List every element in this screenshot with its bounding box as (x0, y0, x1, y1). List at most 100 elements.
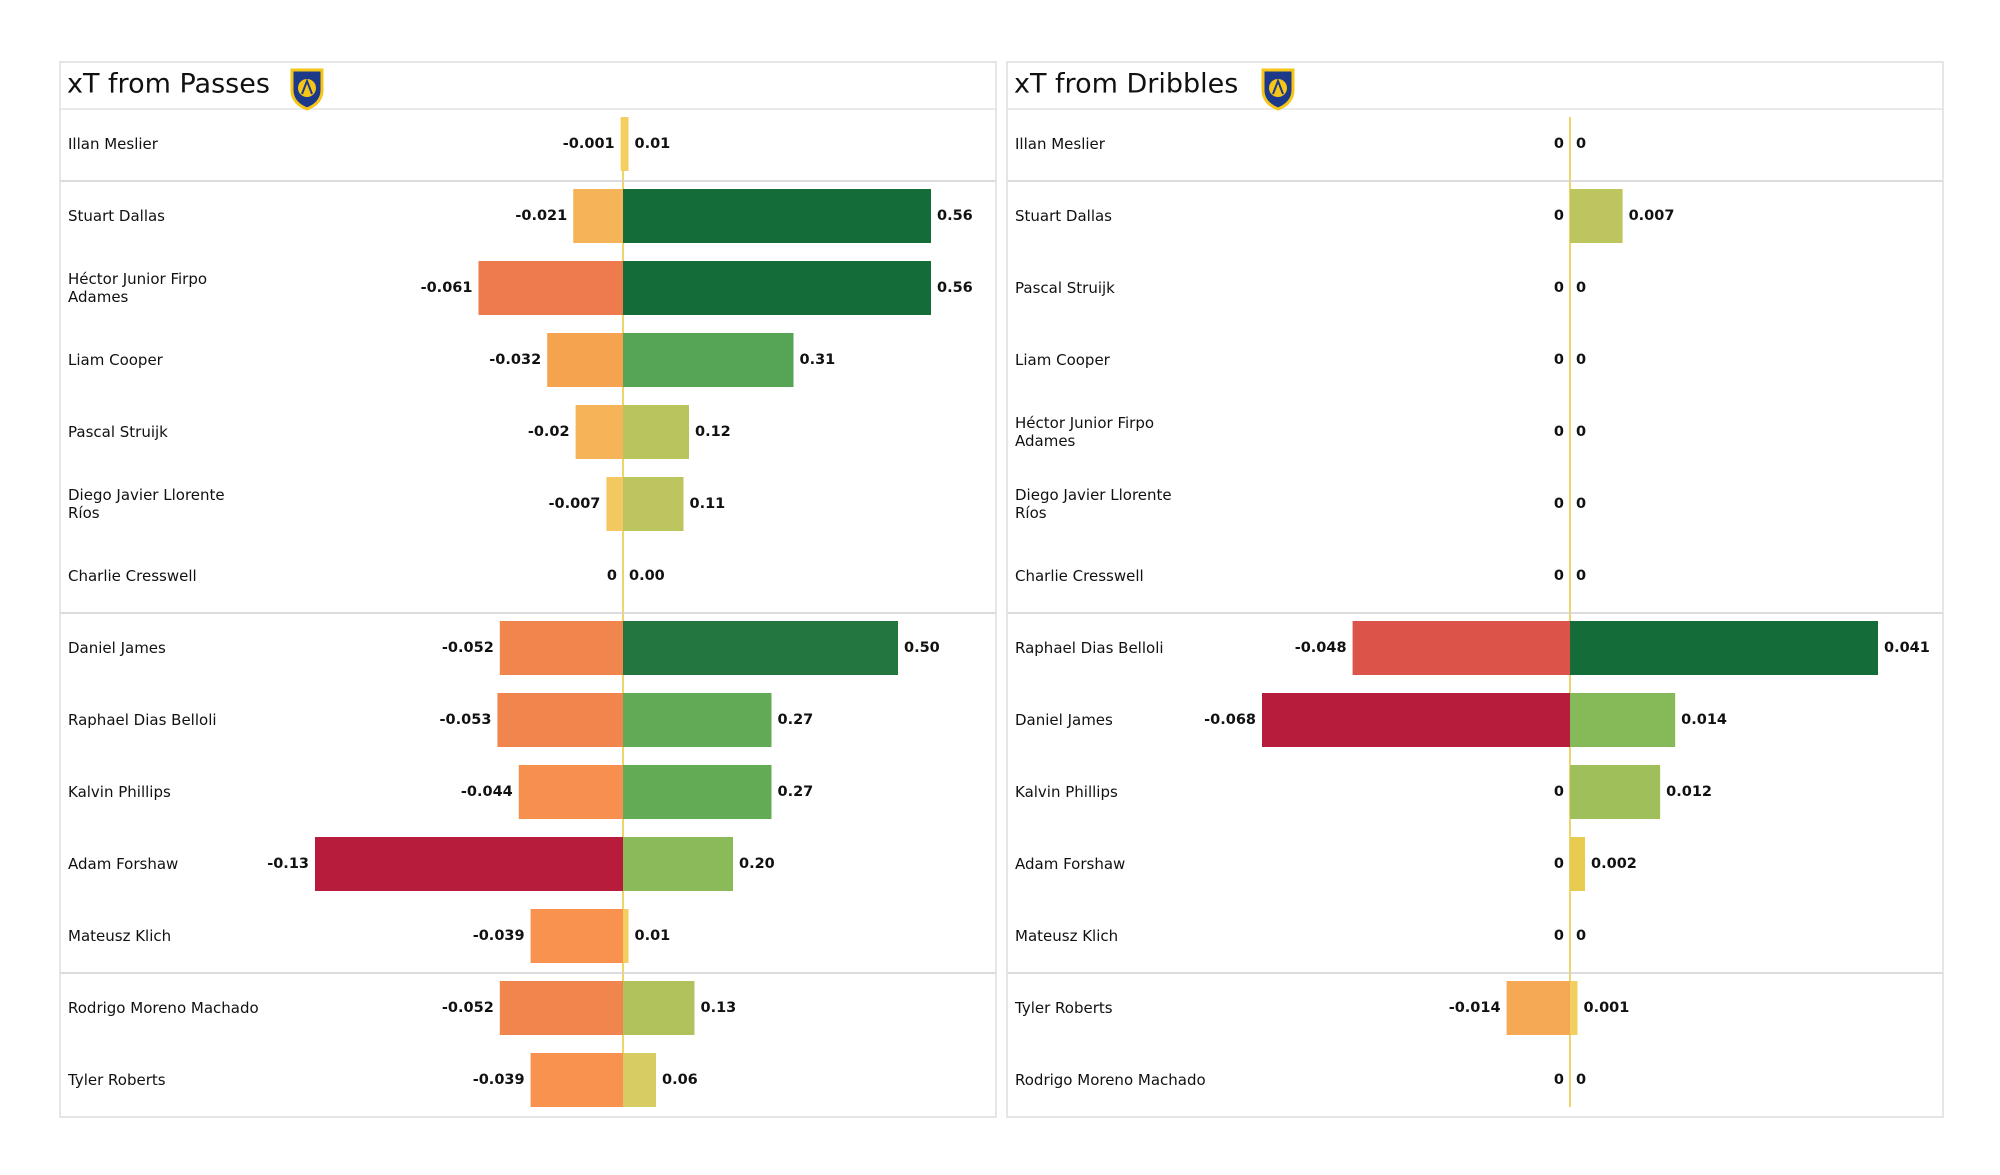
negative-value-label: -0.048 (1295, 640, 1347, 656)
player-name: Tyler Roberts (1015, 999, 1113, 1017)
negative-value-label: -0.032 (489, 352, 541, 368)
positive-value-label: 0.007 (1629, 208, 1675, 224)
negative-value-label: -0.039 (473, 1072, 525, 1088)
negative-value-label: -0.044 (461, 784, 513, 800)
negative-value-label: -0.052 (442, 1000, 494, 1016)
positive-bar (623, 477, 684, 531)
positive-value-label: 0.041 (1884, 640, 1930, 656)
positive-bar (623, 693, 772, 747)
panel-title: xT from Passes (67, 69, 270, 100)
row-label-box: Liam Cooper (1015, 351, 1110, 369)
positive-bar (623, 621, 898, 675)
row-label-box: Adam Forshaw (1015, 855, 1126, 873)
positive-value-label: 0.27 (778, 784, 814, 800)
row-label-box: Charlie Cresswell (1015, 567, 1144, 585)
negative-value-label: 0 (1554, 928, 1564, 944)
positive-value-label: 0.001 (1584, 1000, 1630, 1016)
negative-value-label: 0 (1554, 1072, 1564, 1088)
negative-value-label: 0 (1554, 856, 1564, 872)
player-name: Rodrigo Moreno Machado (1015, 1071, 1206, 1089)
negative-bar (1352, 621, 1570, 675)
positive-value-label: 0.00 (629, 568, 665, 584)
negative-bar (606, 477, 623, 531)
positive-bar (1570, 693, 1676, 747)
negative-bar (547, 333, 623, 387)
row-label-box: Tyler Roberts (1015, 999, 1113, 1017)
club-crest (290, 68, 324, 111)
player-name: Adam Forshaw (1015, 855, 1126, 873)
positive-value-label: 0.20 (739, 856, 775, 872)
positive-bar (623, 765, 772, 819)
row-label-box: Héctor Junior Firpo Adames (68, 270, 207, 306)
negative-bar (497, 693, 623, 747)
positive-bar (623, 333, 794, 387)
negative-value-label: -0.052 (442, 640, 494, 656)
negative-value-label: 0 (1554, 568, 1564, 584)
positive-bar (623, 837, 733, 891)
player-name: Daniel James (68, 639, 166, 657)
positive-bar (623, 909, 629, 963)
negative-value-label: -0.13 (267, 856, 309, 872)
negative-bar (620, 117, 623, 171)
positive-bar (623, 405, 689, 459)
negative-bar (499, 621, 623, 675)
positive-value-label: 0.01 (635, 928, 671, 944)
panel-frame (1006, 61, 1944, 1118)
player-name: Raphael Dias Belloli (1015, 639, 1164, 657)
positive-bar (623, 189, 931, 243)
player-name: Adam Forshaw (68, 855, 179, 873)
row-label-box: Rodrigo Moreno Machado (68, 999, 259, 1017)
negative-value-label: 0 (607, 568, 617, 584)
negative-bar (315, 837, 623, 891)
positive-value-label: 0.56 (937, 208, 973, 224)
player-name: Kalvin Phillips (68, 783, 171, 801)
row-label-box: Charlie Cresswell (68, 567, 197, 585)
positive-value-label: 0 (1576, 1072, 1586, 1088)
positive-value-label: 0.13 (701, 1000, 737, 1016)
positive-value-label: 0.11 (690, 496, 726, 512)
row-label-box: Diego Javier Llorente Ríos (68, 486, 225, 522)
positive-value-label: 0 (1576, 928, 1586, 944)
positive-value-label: 0 (1576, 280, 1586, 296)
negative-value-label: 0 (1554, 208, 1564, 224)
player-name: Pascal Struijk (68, 423, 168, 441)
negative-bar (499, 981, 623, 1035)
positive-value-label: 0 (1576, 496, 1586, 512)
player-name: Mateusz Klich (1015, 927, 1119, 945)
positive-value-label: 0.56 (937, 280, 973, 296)
negative-value-label: 0 (1554, 784, 1564, 800)
positive-value-label: 0 (1576, 568, 1586, 584)
player-name: Kalvin Phillips (1015, 783, 1118, 801)
player-name: Mateusz Klich (68, 927, 172, 945)
player-name: Illan Meslier (1015, 135, 1105, 153)
row-label-box: Héctor Junior Firpo Adames (1015, 414, 1154, 450)
club-crest (1261, 68, 1295, 111)
positive-value-label: 0.014 (1681, 712, 1727, 728)
positive-bar (623, 981, 695, 1035)
positive-bar (1570, 837, 1586, 891)
negative-bar (1262, 693, 1570, 747)
positive-bar (1570, 189, 1623, 243)
row-label-box: Stuart Dallas (68, 207, 166, 225)
player-name: Stuart Dallas (68, 207, 166, 225)
negative-value-label: 0 (1554, 352, 1564, 368)
row-label-box: Mateusz Klich (68, 927, 172, 945)
row-label-box: Pascal Struijk (68, 423, 168, 441)
row-label-box: Illan Meslier (68, 135, 158, 153)
negative-value-label: -0.014 (1449, 1000, 1501, 1016)
row-label-box: Diego Javier Llorente Ríos (1015, 486, 1172, 522)
player-name: Liam Cooper (1015, 351, 1110, 369)
player-name: Daniel James (1015, 711, 1113, 729)
positive-value-label: 0.01 (635, 136, 671, 152)
row-label-box: Pascal Struijk (1015, 279, 1115, 297)
player-name: Diego Javier Llorente Ríos (68, 486, 225, 522)
positive-value-label: 0.50 (904, 640, 940, 656)
player-name: Illan Meslier (68, 135, 158, 153)
negative-value-label: 0 (1554, 136, 1564, 152)
row-label-box: Daniel James (68, 639, 166, 657)
negative-bar (518, 765, 623, 819)
positive-bar (1570, 765, 1661, 819)
player-name: Tyler Roberts (68, 1071, 166, 1089)
negative-bar (573, 189, 623, 243)
positive-bar (623, 1053, 656, 1107)
